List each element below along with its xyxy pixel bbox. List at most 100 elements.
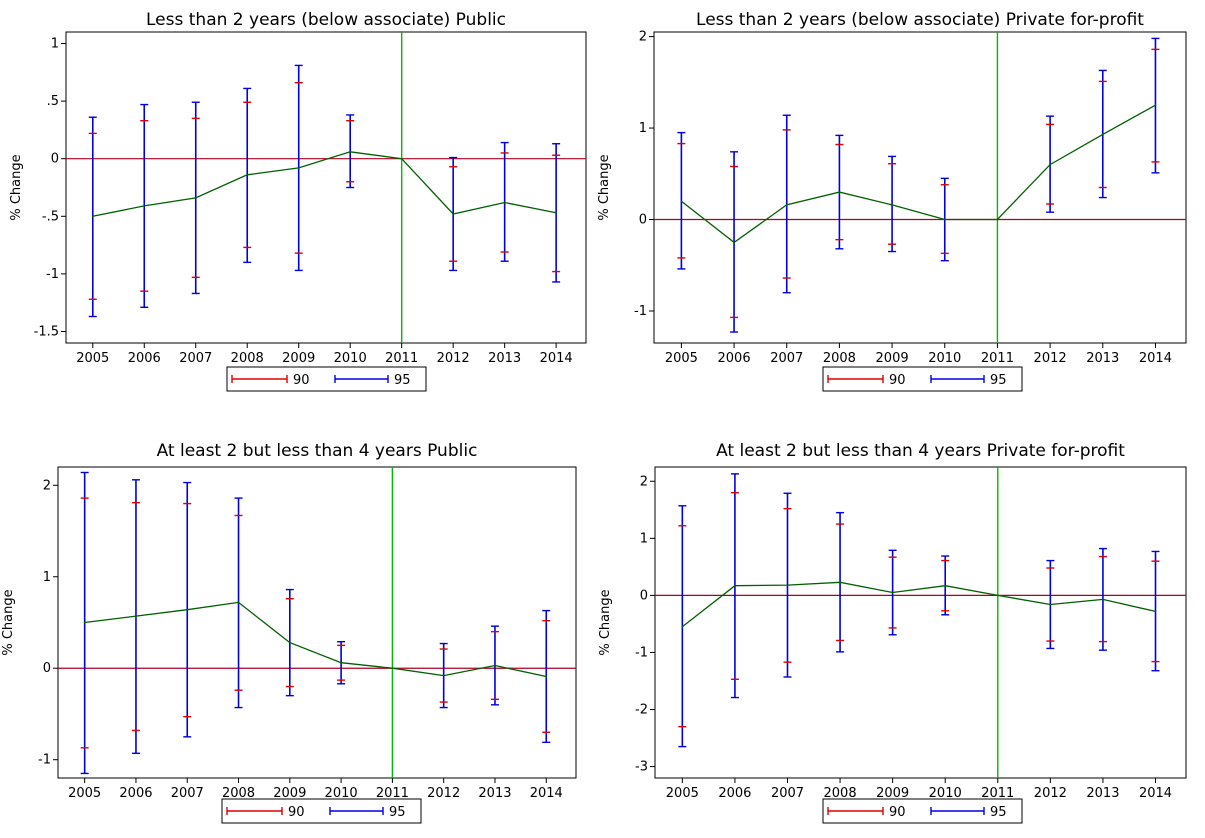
x-tick-label: 2007 [171, 786, 204, 801]
estimate-point-2010 [943, 218, 946, 221]
legend: 90 95 [226, 366, 427, 392]
y-tick-label: 2 [639, 30, 647, 45]
estimate-point-2007 [194, 197, 197, 199]
estimate-point-2006 [135, 615, 137, 617]
y-tick-label: -1.5 [34, 324, 59, 339]
x-tick-label: 2006 [128, 351, 161, 366]
legend-label-90: 90 [293, 373, 310, 388]
estimate-point-2005 [680, 200, 683, 203]
estimate-point-2011 [996, 594, 999, 597]
y-tick-label: 0 [43, 661, 51, 676]
y-tick-label: 1 [639, 121, 647, 136]
y-tick-label: 0 [51, 152, 59, 167]
ci-bar-2007 [782, 114, 791, 294]
legend: 90 95 [822, 366, 1023, 392]
x-tick-label: 2009 [282, 351, 315, 366]
estimate-point-2009 [289, 641, 291, 644]
x-tick-label: 2009 [876, 351, 909, 366]
plot-frame [65, 31, 587, 344]
y-tick-label: -1 [634, 304, 647, 319]
estimate-point-2008 [839, 581, 841, 584]
estimate-point-2014 [545, 675, 548, 678]
y-tick-label: 1 [640, 531, 648, 546]
estimate-point-2007 [785, 204, 788, 206]
legend-label-90: 90 [288, 805, 305, 820]
estimate-point-2012 [1049, 163, 1051, 166]
legend: 90 95 [221, 798, 422, 824]
y-tick-label: 2 [43, 478, 51, 493]
estimate-point-2008 [246, 174, 249, 176]
chart-panel-3: At least 2 but less than 4 years Public 2… [1, 441, 577, 824]
chart-title: Less than 2 years (below associate) Priv… [696, 10, 1144, 30]
plot-frame [653, 31, 1187, 344]
y-tick-label: .5 [47, 94, 59, 109]
x-tick-label: 2014 [1139, 786, 1172, 801]
x-tick-label: 2011 [376, 786, 409, 801]
estimate-point-2005 [681, 625, 684, 628]
estimate-point-2010 [340, 661, 342, 664]
x-tick-label: 2005 [76, 351, 109, 366]
y-axis-label: % Change [598, 589, 613, 655]
x-tick-label: 2011 [981, 786, 1014, 801]
x-tick-label: 2005 [666, 786, 699, 801]
x-tick-label: 2009 [876, 786, 909, 801]
estimate-point-2014 [1154, 104, 1157, 106]
legend-label-90: 90 [889, 373, 906, 388]
estimate-point-2013 [494, 664, 496, 667]
x-tick-label: 2010 [928, 351, 961, 366]
estimate-point-2011 [400, 157, 403, 160]
legend-label-95: 95 [389, 805, 406, 820]
y-tick-label: -1 [38, 753, 51, 768]
chart-panel-4: At least 2 but less than 4 years Private… [598, 441, 1187, 824]
estimate-line [680, 104, 1156, 244]
estimate-point-2010 [349, 150, 351, 153]
x-tick-label: 2014 [540, 351, 573, 366]
estimate-line [84, 601, 547, 678]
x-tick-label: 2009 [273, 786, 306, 801]
estimate-point-2014 [555, 212, 557, 214]
estimate-point-2009 [297, 167, 300, 169]
x-tick-label: 2010 [334, 351, 367, 366]
chart-title: Less than 2 years (below associate) Publ… [146, 10, 506, 30]
x-tick-label: 2011 [385, 351, 418, 366]
x-tick-label: 2014 [530, 786, 563, 801]
legend-label-95: 95 [990, 373, 1007, 388]
estimate-line [681, 581, 1156, 628]
y-tick-label: 1 [43, 570, 51, 585]
x-tick-label: 2008 [823, 351, 856, 366]
y-tick-label: -.5 [42, 209, 59, 224]
x-tick-label: 2006 [119, 786, 152, 801]
chart-panel-1: Less than 2 years (below associate) Publ… [9, 10, 587, 392]
x-tick-label: 2012 [427, 786, 460, 801]
estimate-point-2006 [734, 584, 736, 587]
y-tick-label: 0 [640, 588, 648, 603]
y-tick-label: -1 [635, 645, 648, 660]
estimate-point-2005 [91, 215, 94, 218]
legend: 90 95 [822, 798, 1023, 824]
y-tick-label: -3 [635, 760, 648, 775]
x-tick-label: 2005 [68, 786, 101, 801]
x-tick-label: 2008 [222, 786, 255, 801]
x-tick-label: 2011 [981, 351, 1014, 366]
y-axis-label: % Change [9, 154, 24, 220]
estimate-point-2006 [143, 205, 146, 207]
x-tick-label: 2013 [1086, 786, 1119, 801]
x-tick-label: 2007 [771, 786, 804, 801]
estimate-point-2007 [186, 608, 189, 611]
y-tick-label: 2 [640, 474, 648, 489]
ci-bar-2009 [888, 155, 897, 253]
estimate-point-2007 [786, 584, 789, 586]
x-tick-label: 2010 [325, 786, 358, 801]
estimate-point-2008 [838, 191, 841, 193]
x-tick-label: 2007 [179, 351, 212, 366]
plot-frame [57, 466, 577, 779]
estimate-point-2014 [1154, 610, 1157, 613]
x-tick-label: 2006 [718, 351, 751, 366]
x-tick-label: 2008 [231, 351, 264, 366]
x-tick-label: 2013 [1086, 351, 1119, 366]
x-tick-label: 2012 [1034, 786, 1067, 801]
estimate-point-2009 [891, 204, 893, 206]
chart-title: At least 2 but less than 4 years Public [157, 441, 478, 461]
chart-panel-2: Less than 2 years (below associate) Priv… [597, 10, 1187, 392]
